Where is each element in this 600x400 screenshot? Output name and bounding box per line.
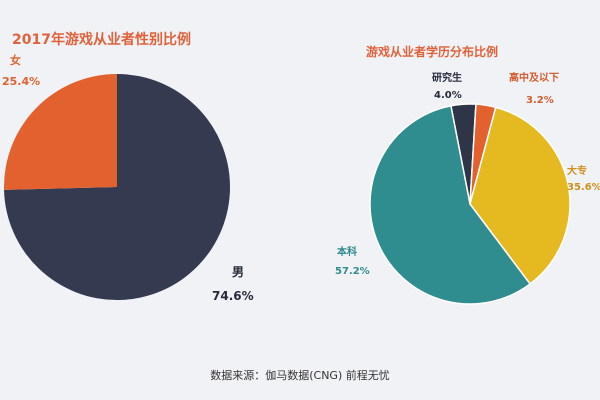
label-graduate: 研究生: [432, 71, 462, 84]
gender-chart-title: 2017年游戏从业者性别比例: [12, 31, 191, 48]
value-bachelor: 57.2%: [335, 266, 370, 277]
data-source-note: 数据来源：伽马数据(CNG) 前程无忧: [210, 369, 390, 382]
label-male: 男: [232, 265, 244, 279]
value-junior-college: 35.6%: [567, 182, 600, 193]
slice-bachelor: [369, 104, 532, 305]
label-high-school: 高中及以下: [509, 71, 559, 84]
slice-female: [3, 73, 117, 190]
label-junior-college: 大专: [567, 164, 587, 177]
gender-pie: [3, 73, 230, 300]
slice-male: [4, 74, 230, 300]
value-male: 74.6%: [212, 289, 254, 303]
value-graduate: 4.0%: [434, 90, 462, 101]
value-female: 25.4%: [2, 75, 40, 88]
value-high-school: 3.2%: [526, 95, 554, 106]
slice-junior-college: [469, 106, 571, 285]
education-chart-title: 游戏从业者学历分布比例: [366, 44, 498, 59]
label-female: 女: [10, 53, 21, 67]
education-pie: [369, 103, 571, 305]
label-bachelor: 本科: [337, 245, 357, 258]
